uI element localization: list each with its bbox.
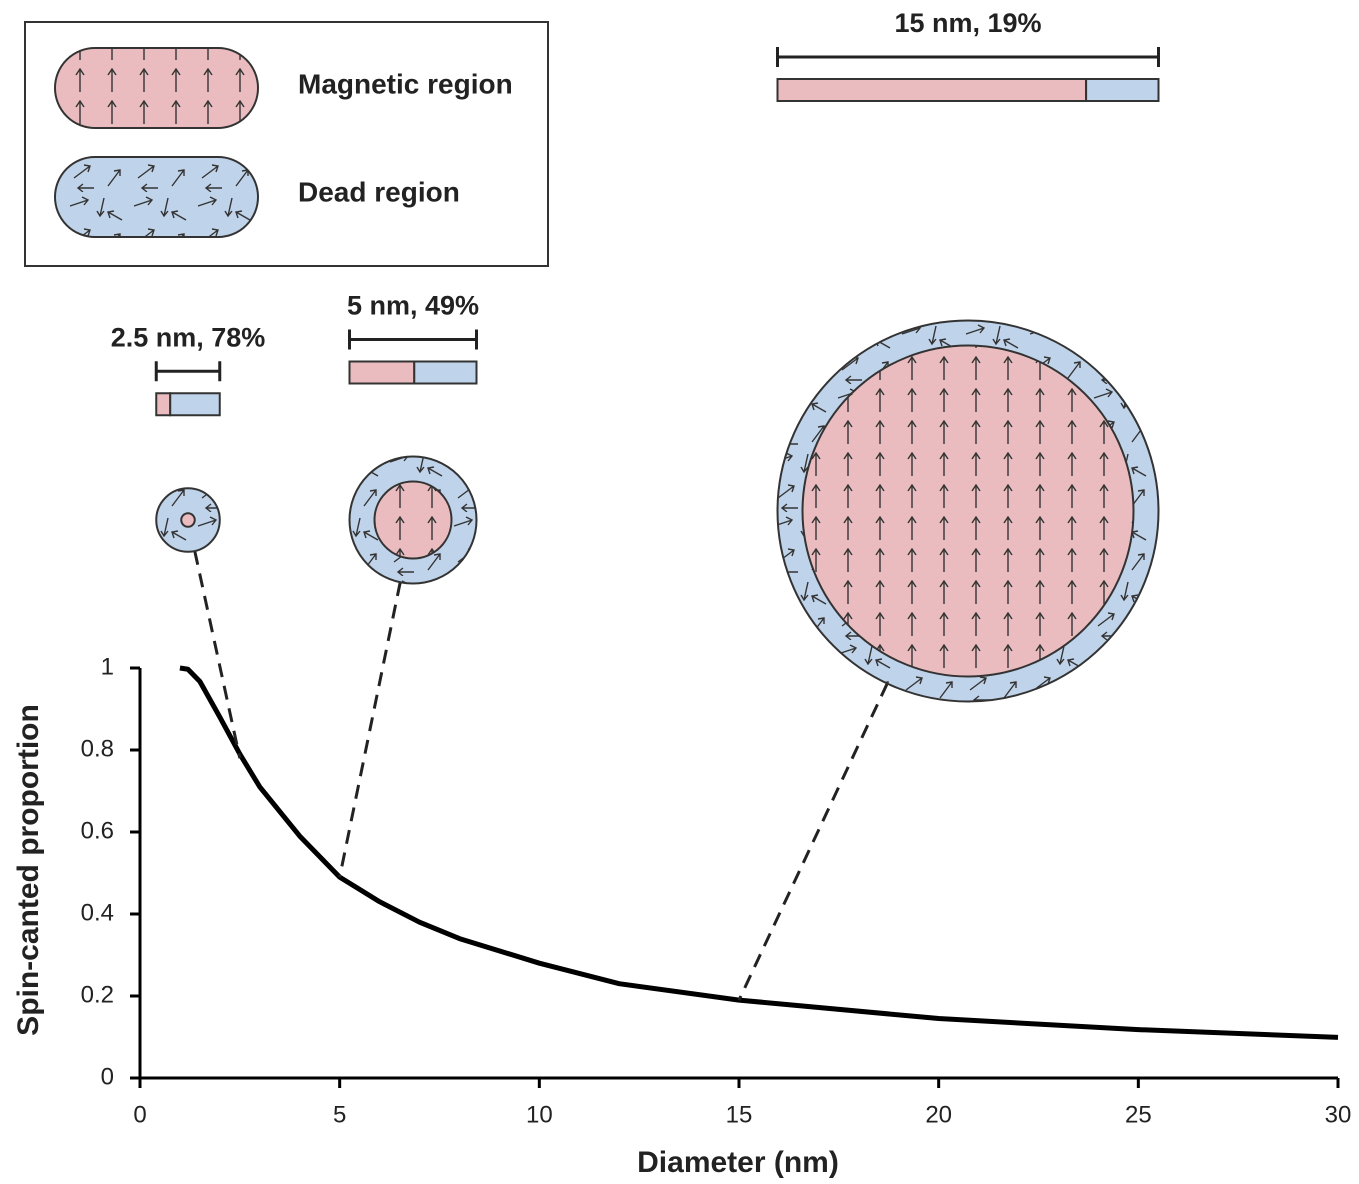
magnetic-bar	[350, 362, 415, 384]
x-tick-label: 30	[1325, 1101, 1352, 1128]
x-tick-label: 0	[133, 1101, 146, 1128]
line	[180, 668, 1338, 1037]
chart: Magnetic region Dead region Diameter (nm…	[0, 0, 1359, 1184]
y-tick-label: 0.8	[81, 735, 114, 762]
dead-bar	[170, 393, 220, 415]
bracket	[350, 330, 477, 350]
bracket	[778, 47, 1159, 67]
y-tick-label: 0	[101, 1063, 114, 1090]
x-tick-label: 25	[1125, 1101, 1152, 1128]
legend-label: Magnetic region	[298, 68, 513, 99]
x-tick-label: 5	[333, 1101, 346, 1128]
magnetic-pattern	[803, 346, 1134, 677]
magnetic-pattern	[181, 513, 195, 527]
legend-pattern	[55, 48, 258, 128]
x-tick-label: 20	[925, 1101, 952, 1128]
y-tick-label: 0.4	[81, 899, 114, 926]
particle-label: 15 nm, 19%	[894, 8, 1041, 38]
leader-line	[195, 551, 240, 758]
magnetic-pattern	[375, 482, 452, 559]
bracket	[156, 361, 220, 381]
y-tick-label: 0.2	[81, 981, 114, 1008]
legend: Magnetic region Dead region	[25, 22, 548, 266]
legend-label: Dead region	[298, 176, 460, 207]
magnetic-bar	[778, 79, 1087, 101]
y-axis-label: Spin-canted proportion	[12, 704, 45, 1036]
magnetic-bar	[156, 393, 170, 415]
x-axis-label: Diameter (nm)	[637, 1146, 839, 1179]
x-tick-label: 15	[726, 1101, 753, 1128]
y-tick-label: 1	[101, 653, 114, 680]
particle-label: 5 nm, 49%	[347, 291, 479, 321]
leader-line	[739, 684, 887, 1001]
dead-bar	[414, 362, 476, 384]
leader-line	[340, 582, 401, 877]
legend-pattern	[55, 157, 258, 237]
particle-label: 2.5 nm, 78%	[111, 322, 266, 352]
dead-bar	[1086, 79, 1158, 101]
y-tick-label: 0.6	[81, 817, 114, 844]
x-tick-label: 10	[526, 1101, 553, 1128]
